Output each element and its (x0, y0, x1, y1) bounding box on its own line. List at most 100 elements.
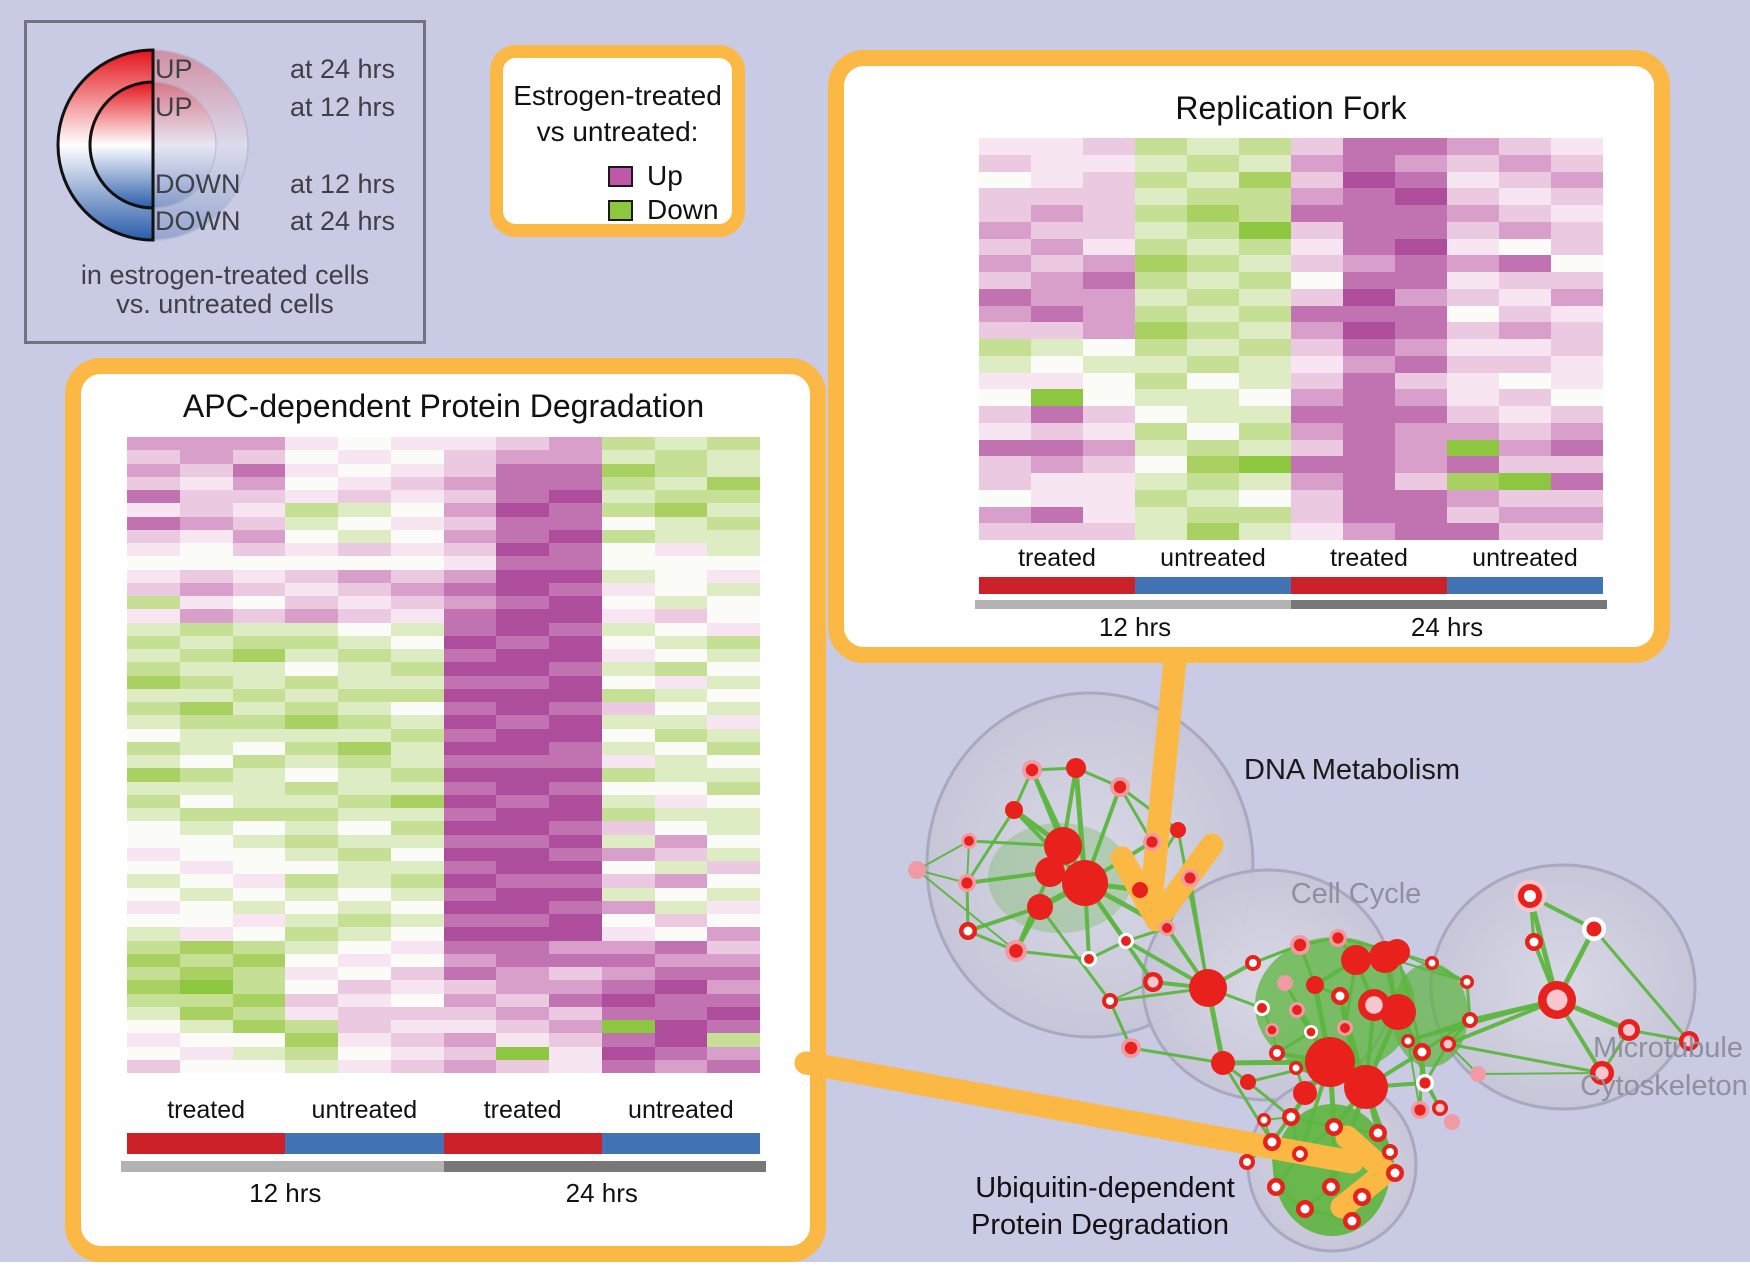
arrow-shaft (1140, 648, 1187, 904)
heatmap-cell (654, 953, 708, 967)
heatmap-cell (979, 205, 1031, 222)
heatmap-cell (1551, 372, 1603, 390)
heatmap-cell (285, 490, 338, 504)
network-edge (1420, 1051, 1427, 1084)
network-edge (1361, 1171, 1396, 1199)
heatmap-cell (1135, 305, 1187, 323)
heatmap-cell (707, 741, 760, 755)
heatmap-cell (496, 900, 549, 914)
heatmap-cell (127, 715, 180, 729)
heatmap-cell (601, 900, 655, 914)
heatmap-cell (496, 1059, 549, 1073)
heatmap-cell (285, 755, 338, 769)
heatmap-cell (496, 1046, 549, 1060)
heatmap-cell (1343, 439, 1395, 457)
heatmap-cell (1291, 238, 1343, 256)
heatmap-cell (127, 808, 180, 822)
network-edge (1295, 1008, 1332, 1064)
condition-bar-segment (979, 577, 1135, 594)
heatmap-cell (601, 755, 655, 769)
heatmap-cell (1187, 154, 1239, 172)
heatmap-cell (601, 675, 655, 689)
heatmap-cell (179, 649, 233, 663)
heatmap-cell (443, 1033, 497, 1047)
network-edge (1125, 939, 1209, 990)
heatmap-cell (1447, 305, 1499, 323)
heatmap-cell (1343, 154, 1395, 172)
heatmap-cell (338, 847, 391, 861)
heatmap-cell (443, 834, 497, 848)
heatmap-cell (232, 635, 286, 649)
heatmap-cell (1083, 238, 1135, 256)
heatmap-cell (390, 741, 444, 755)
cluster-dna-metabolism (925, 691, 1255, 1039)
heatmap-cell (707, 649, 760, 663)
heatmap-cell (1291, 339, 1343, 356)
heatmap-cell (443, 1046, 497, 1060)
heatmap-cell (443, 794, 497, 808)
heatmap-cell (1291, 456, 1343, 473)
heatmap-cell (601, 781, 655, 795)
network-edge (916, 869, 1017, 952)
gene-node (1121, 1038, 1141, 1058)
heatmap-cell (1031, 221, 1083, 239)
heatmap-cell (1187, 205, 1239, 222)
heatmap-cell (285, 741, 338, 755)
heatmap-cell (1551, 138, 1603, 155)
heatmap-cell (1447, 221, 1499, 239)
heatmap-cell (1187, 138, 1239, 155)
gene-node (1062, 860, 1108, 906)
gene-node (1240, 1074, 1256, 1090)
cluster-label: Protein Degradation (971, 1209, 1229, 1241)
heatmap-cell (496, 688, 549, 702)
network-edge (1376, 1132, 1392, 1153)
gene-node (1110, 777, 1130, 797)
heatmap-cell (443, 741, 497, 755)
heatmap-cell (549, 861, 602, 875)
network-edge (1222, 1061, 1249, 1084)
heatmap-cell (654, 1059, 708, 1073)
heatmap-cell (1239, 389, 1291, 406)
heatmap-cell (127, 980, 180, 994)
heatmap-cell (443, 967, 497, 981)
heatmap-cell (654, 755, 708, 769)
heatmap-cell (232, 529, 286, 543)
heatmap-cell (496, 834, 549, 848)
heatmap-cell (496, 953, 549, 967)
network-edge (1600, 1029, 1631, 1074)
heatmap-cell (232, 1020, 286, 1034)
heatmap-cell (654, 980, 708, 994)
heatmap-cell (1187, 523, 1239, 540)
heatmap-cell (1343, 523, 1395, 540)
network-edge (1313, 958, 1358, 987)
cluster-cell-cycle (1141, 868, 1395, 1102)
heatmap-cell (496, 596, 549, 610)
network-edge (1083, 881, 1155, 984)
heatmap-cell (285, 821, 338, 835)
heatmap-cell (1551, 389, 1603, 406)
heatmap-cell (179, 556, 233, 570)
heatmap-cell (1551, 523, 1603, 540)
heatmap-cell (390, 609, 444, 623)
heatmap-cell (1395, 439, 1447, 457)
heatmap-cell (1187, 171, 1239, 189)
heatmap-cell (127, 463, 180, 477)
heatmap-cell (338, 702, 391, 716)
heatmap-cell (979, 523, 1031, 540)
heatmap-cell (390, 1059, 444, 1073)
heatmap-cell (496, 980, 549, 994)
heatmap-cell (443, 622, 497, 636)
heatmap-cell (285, 622, 338, 636)
network-edge (1304, 1207, 1353, 1223)
heatmap-cell (496, 1006, 549, 1020)
heatmap-cell (1083, 138, 1135, 155)
heatmap-cell (443, 437, 497, 451)
condition-group-label: untreated (628, 1096, 734, 1124)
heatmap-cell (1499, 305, 1551, 323)
heatmap-cell (601, 635, 655, 649)
gene-node (1382, 1144, 1398, 1160)
heatmap-cell (549, 834, 602, 848)
heatmap-cell (1187, 288, 1239, 306)
heatmap-cell (1135, 506, 1187, 524)
heatmap-cell (285, 808, 338, 822)
